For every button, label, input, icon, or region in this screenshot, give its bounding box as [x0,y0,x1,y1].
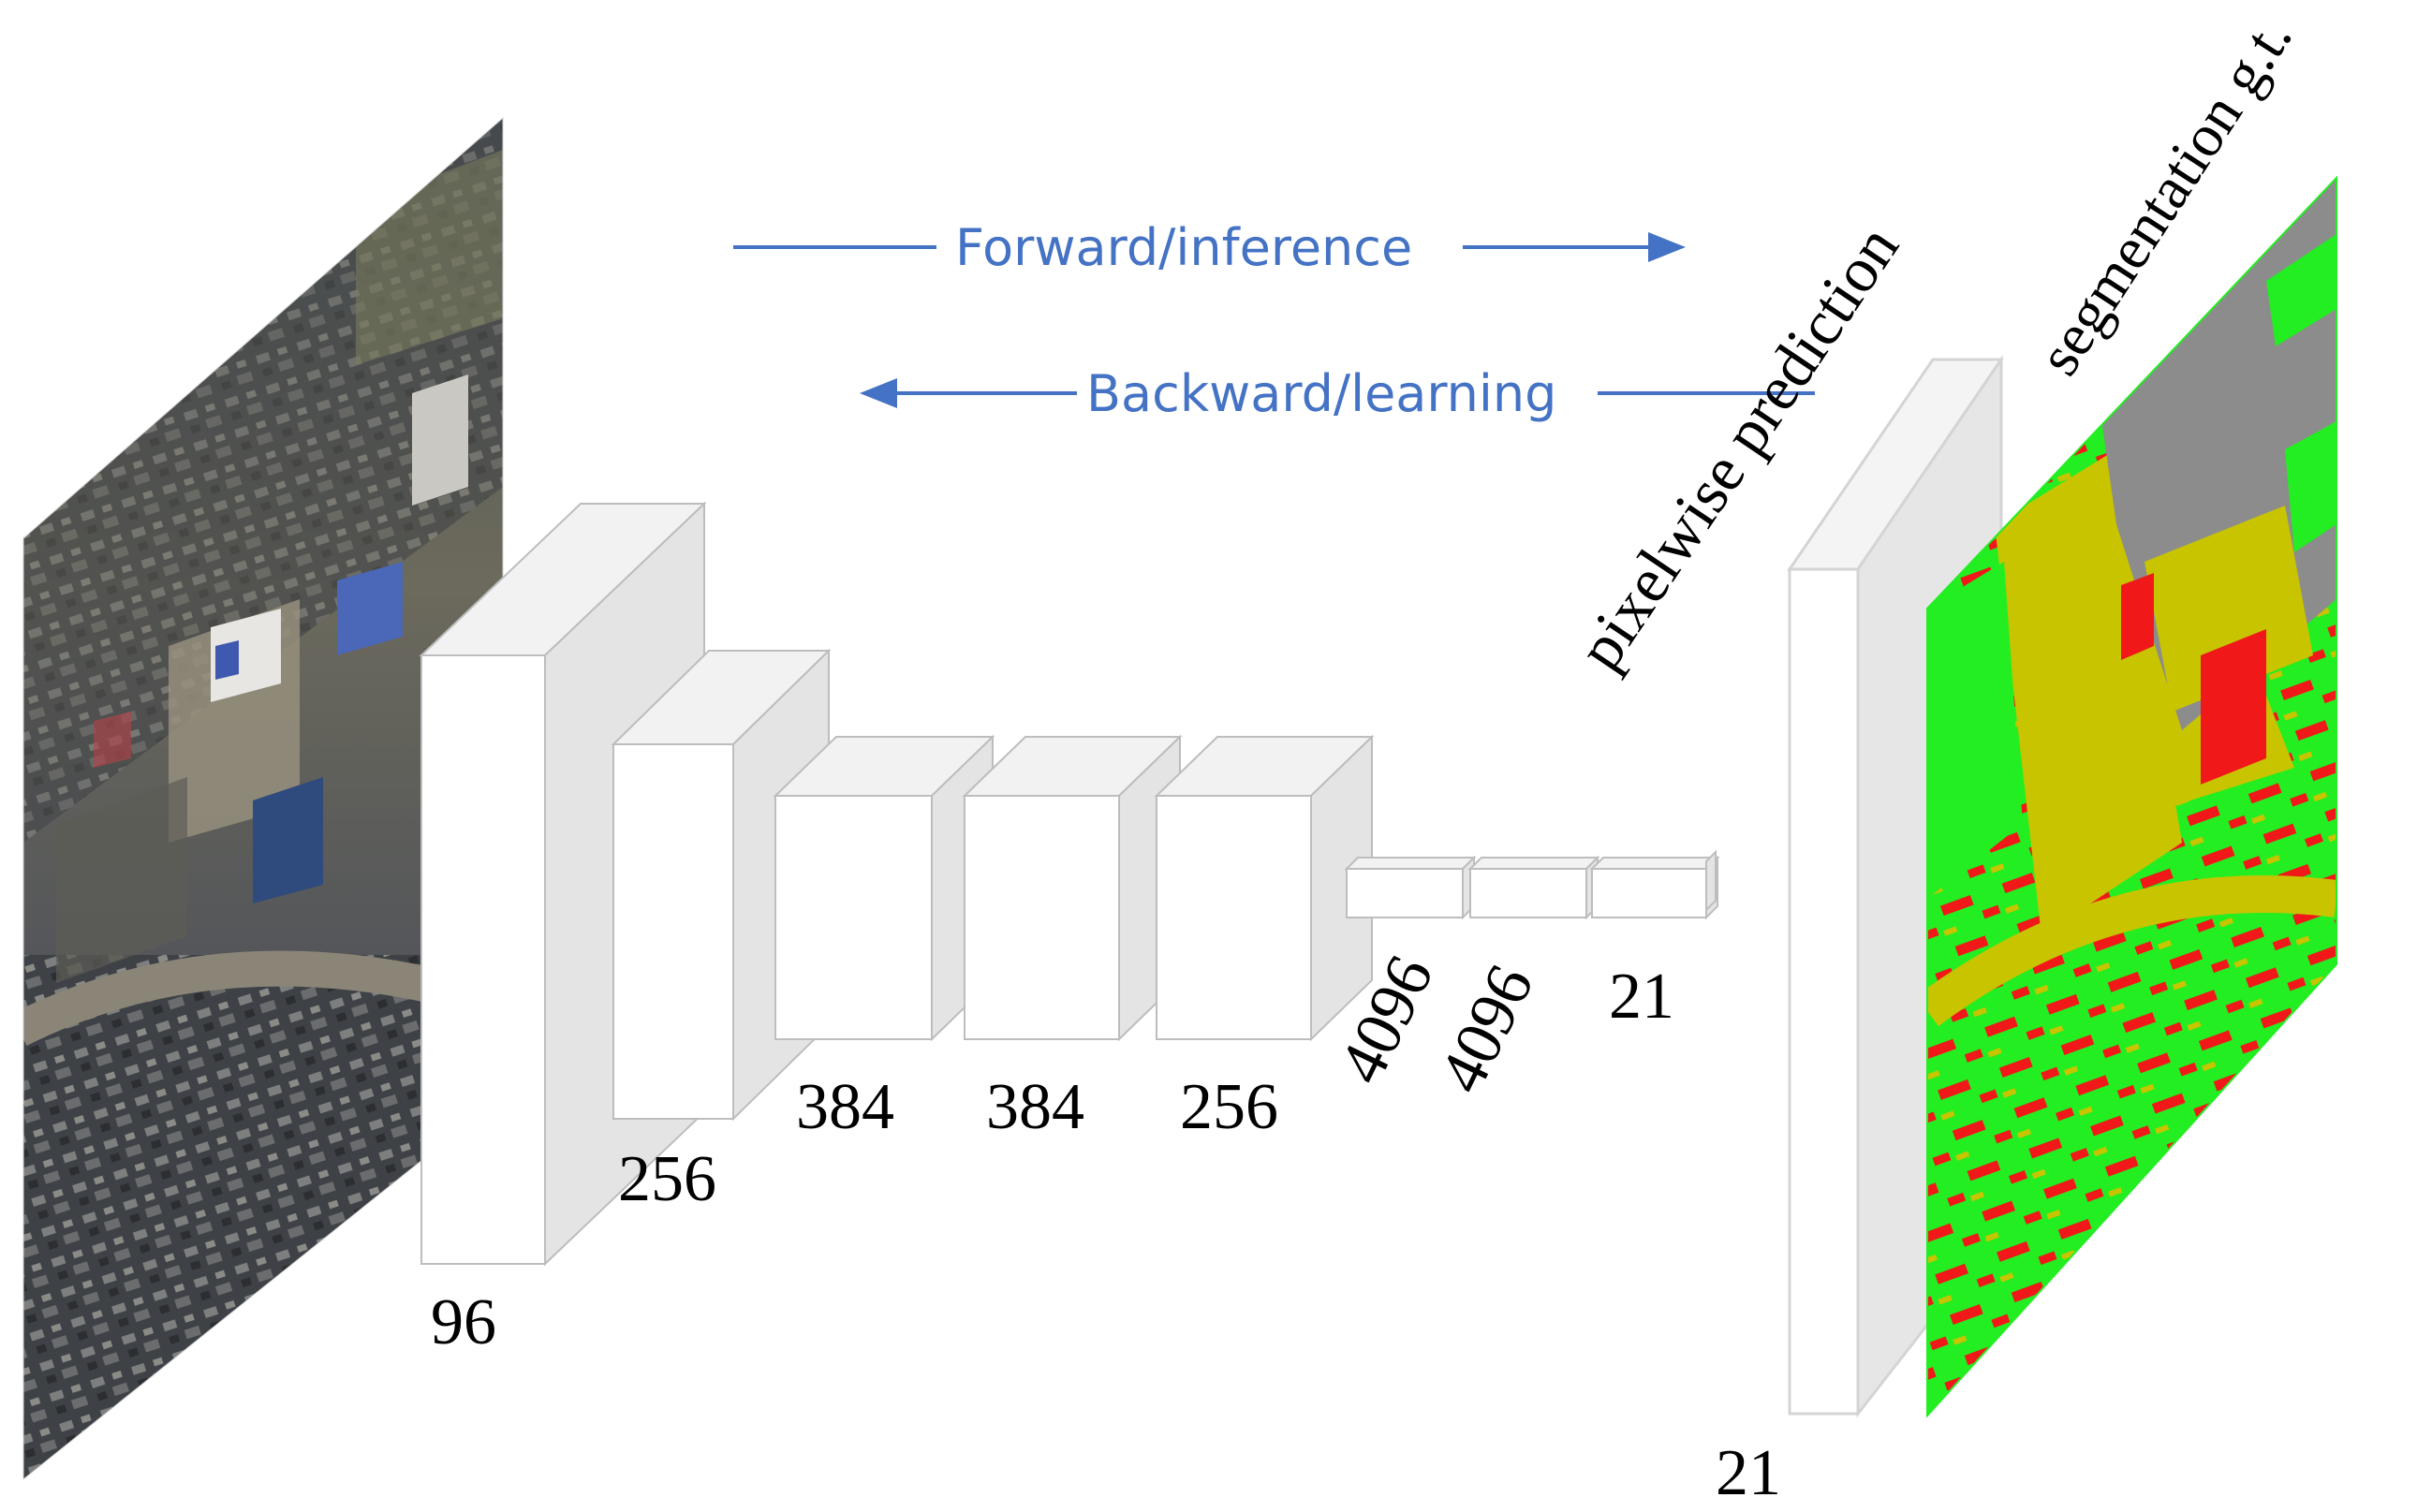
forward-arrow: Forward/inference [733,218,1686,277]
block-conv3 [773,734,995,1042]
fc8-tip [1705,849,1717,913]
block-conv3-front [774,795,933,1040]
block-fc6-top [1344,857,1477,870]
backward-arrowhead-icon [860,378,897,408]
block-fc6 [1344,855,1477,920]
block-conv1-front [420,654,546,1265]
label-conv1: 96 [431,1286,496,1358]
backward-arrow: Backward/learning [860,364,1815,423]
block-fc8-top [1589,857,1720,870]
block-fc7 [1467,855,1600,920]
block-conv5-front [1156,795,1312,1040]
forward-label: Forward/inference [955,218,1412,277]
label-conv4: 384 [986,1071,1084,1143]
block-conv4 [962,734,1183,1042]
block-conv2-front [612,743,734,1120]
block-fc8-front [1591,868,1707,918]
segmentation-ground-truth [1926,175,2337,1418]
block-conv5 [1154,734,1375,1042]
label-output: 21 [1716,1437,1781,1509]
feature-blocks [419,501,1720,1267]
block-fc6-front [1346,868,1464,918]
label-conv5: 256 [1180,1071,1278,1143]
label-fc8: 21 [1609,961,1674,1033]
block-fc7-top [1467,857,1600,870]
forward-arrowhead-icon [1648,232,1686,262]
label-conv2: 256 [618,1143,716,1215]
block-conv4-front [964,795,1120,1040]
block-fc7-front [1469,868,1587,918]
backward-label: Backward/learning [1086,364,1556,423]
label-conv3: 384 [796,1071,894,1143]
block-fc8 [1589,855,1720,920]
